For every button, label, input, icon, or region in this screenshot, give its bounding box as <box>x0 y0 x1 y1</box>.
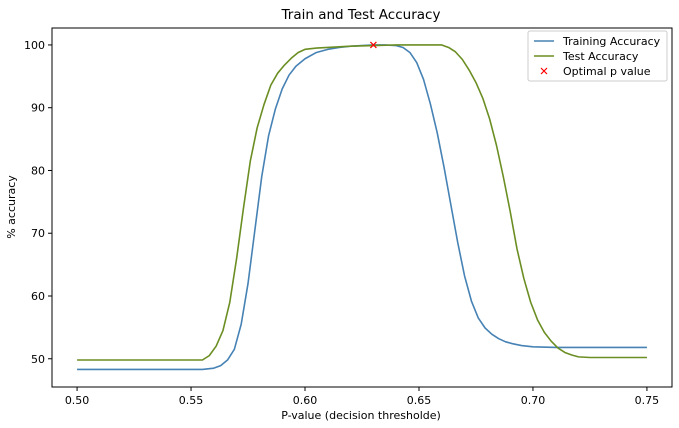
legend: Training Accuracy Test Accuracy Optimal p … <box>527 30 668 82</box>
y-tick-label: 100 <box>24 39 45 52</box>
legend-box <box>527 30 668 82</box>
y-tick-label: 90 <box>31 102 45 115</box>
x-tick-label: 0.75 <box>635 394 660 407</box>
series-line-test-accuracy <box>77 44 647 361</box>
x-tick-label: 0.70 <box>521 394 546 407</box>
y-tick-label: 80 <box>31 164 45 177</box>
y-axis-label: % accuracy <box>5 175 18 239</box>
y-tick-label: 70 <box>31 227 45 240</box>
y-tick-label: 50 <box>31 353 45 366</box>
legend-label-optimal-p-value: Optimal p value <box>563 65 651 78</box>
x-axis: 0.50 0.55 0.60 0.65 0.70 0.75 <box>65 387 659 407</box>
axes-frame <box>51 27 673 388</box>
x-tick-label: 0.65 <box>407 394 432 407</box>
x-tick-label: 0.60 <box>293 394 318 407</box>
x-tick-label: 0.50 <box>65 394 90 407</box>
chart-title: Train and Test Accuracy <box>281 7 441 23</box>
marker-optimal-p-value <box>369 41 377 49</box>
x-tick-label: 0.55 <box>179 394 204 407</box>
x-axis-label: P-value (decision thresholde) <box>281 409 441 422</box>
y-axis: 50 60 70 80 90 100 <box>24 39 52 366</box>
legend-label-training-accuracy: Training Accuracy <box>562 35 661 48</box>
legend-swatch-optimal-p-value <box>540 67 548 75</box>
y-tick-label: 60 <box>31 290 45 303</box>
legend-label-test-accuracy: Test Accuracy <box>562 50 639 63</box>
plot-area <box>77 41 647 371</box>
